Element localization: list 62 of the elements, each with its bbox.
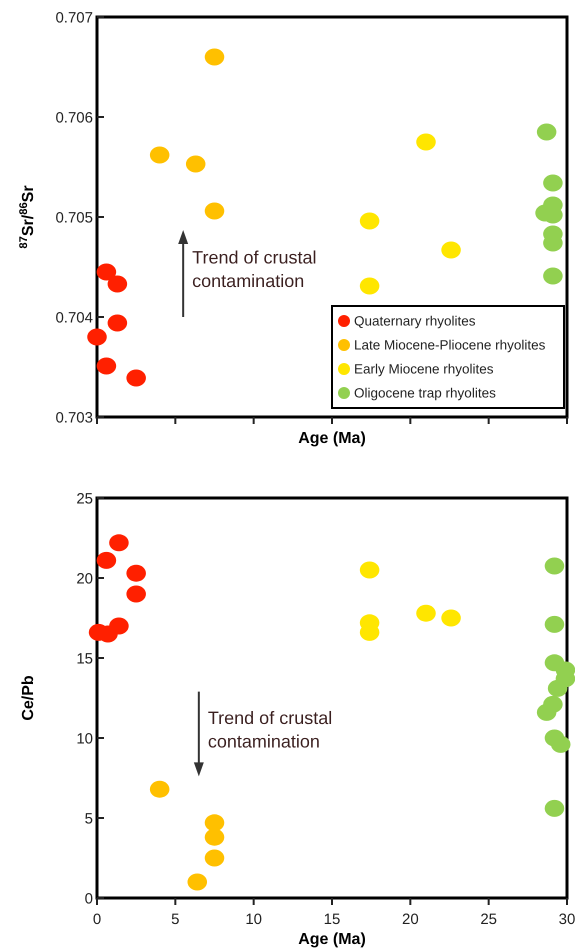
point bbox=[544, 558, 564, 574]
annotation: Trend of crustal contamination bbox=[208, 708, 332, 752]
legend-label: Early Miocene rhyolites bbox=[354, 362, 494, 377]
y-tick-label: 25 bbox=[76, 490, 93, 508]
point bbox=[204, 814, 224, 832]
y-tick-label: 5 bbox=[84, 810, 93, 828]
x-tick-label: 5 bbox=[171, 911, 180, 928]
x-tick-label: 10 bbox=[245, 911, 262, 928]
legend-label: Late Miocene-Pliocene rhyolites bbox=[354, 338, 546, 353]
y-tick-label: 0.704 bbox=[55, 309, 93, 326]
point bbox=[543, 174, 563, 192]
y-tick-label: 0.706 bbox=[55, 109, 93, 126]
point bbox=[441, 610, 461, 626]
y-axis-title: Ce/Pb bbox=[20, 675, 37, 721]
point bbox=[96, 552, 116, 569]
y-tick-label: 15 bbox=[76, 650, 93, 668]
y-tick-label: 0 bbox=[84, 890, 93, 908]
y-tick-label: 0.705 bbox=[55, 209, 93, 226]
y-tick-label: 0.703 bbox=[55, 409, 93, 426]
point bbox=[108, 276, 128, 292]
legend-label: Quaternary rhyolites bbox=[354, 314, 476, 329]
x-tick-label: 25 bbox=[480, 911, 498, 928]
point bbox=[360, 562, 380, 578]
point bbox=[550, 736, 571, 753]
point bbox=[416, 604, 436, 622]
point bbox=[187, 874, 208, 890]
x-tick-label: 30 bbox=[558, 911, 575, 928]
point bbox=[548, 680, 568, 697]
x-tick-label: 20 bbox=[402, 911, 419, 928]
point bbox=[96, 264, 116, 280]
point bbox=[544, 800, 564, 817]
y-tick-label: 10 bbox=[76, 730, 93, 748]
point bbox=[126, 370, 146, 386]
y-tick-label: 20 bbox=[76, 570, 93, 588]
point bbox=[360, 278, 380, 294]
point bbox=[536, 704, 556, 721]
point bbox=[150, 146, 170, 164]
point bbox=[150, 780, 170, 798]
point bbox=[204, 48, 224, 66]
point bbox=[87, 328, 107, 346]
x-axis-title: Age (Ma) bbox=[298, 430, 366, 447]
point bbox=[204, 202, 224, 220]
point bbox=[126, 586, 146, 602]
point bbox=[109, 618, 129, 634]
point bbox=[109, 534, 129, 552]
x-axis-title: Age (Ma) bbox=[298, 931, 366, 948]
point bbox=[108, 314, 128, 332]
point bbox=[126, 564, 146, 582]
point bbox=[96, 358, 116, 374]
point bbox=[536, 124, 556, 140]
point bbox=[544, 616, 564, 633]
point bbox=[360, 212, 380, 230]
x-tick-label: 15 bbox=[324, 911, 340, 928]
point bbox=[441, 242, 461, 258]
point bbox=[204, 828, 224, 846]
legend-label: Oligocene trap rhyolites bbox=[354, 386, 496, 401]
point bbox=[186, 156, 206, 172]
point bbox=[543, 268, 563, 284]
point bbox=[416, 134, 436, 150]
annotation: Trend of crustal contamination bbox=[192, 248, 317, 291]
y-tick-label: 0.707 bbox=[55, 9, 93, 26]
point bbox=[204, 850, 224, 866]
